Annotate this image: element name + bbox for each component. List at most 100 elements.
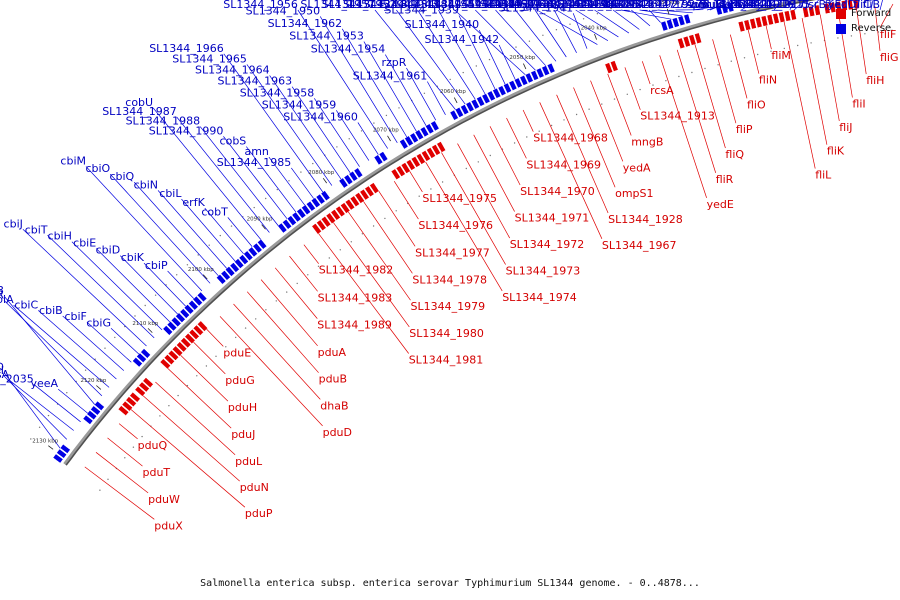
gene-feature (192, 324, 204, 336)
gene-label: SL1344_1933 (546, 0, 621, 11)
gene-label: fliN (759, 74, 777, 87)
guide-dot (253, 206, 255, 209)
gene-label: SL1344_1922 (715, 0, 790, 11)
leader-line (712, 39, 737, 124)
gene-label: SL1344_1966 (149, 42, 224, 55)
guide-dot (582, 18, 585, 20)
gene-label: SL1344_1929 (520, 0, 595, 11)
gene-label: SL1344_1969 (526, 158, 601, 171)
gene-feature (320, 190, 331, 202)
gene-feature (310, 197, 321, 209)
gene-feature (52, 453, 64, 464)
guide-dot (691, 71, 693, 74)
leader-line (657, 9, 693, 14)
gene-label: pduB (319, 373, 347, 386)
leader-line (176, 116, 270, 233)
gene-label: cbiT (25, 223, 48, 236)
gene-feature (399, 138, 409, 150)
gene-feature (171, 345, 184, 357)
guide-dot (384, 217, 386, 220)
gene-label: SL1344_1953 (289, 30, 364, 43)
guide-dot (84, 369, 87, 371)
gene-label: SL1344_1927B (628, 0, 710, 11)
leader-line (741, 0, 759, 11)
leader-line (291, 167, 314, 199)
leader-line (314, 98, 360, 167)
gene-label: pduT (143, 466, 171, 479)
leader-line (783, 21, 816, 169)
leader-line (641, 61, 651, 85)
gene-label: SL1344_1941 (499, 1, 574, 14)
gene-label: SL1344_1943 (364, 0, 439, 11)
gene-label: SL1344_1946 (421, 0, 496, 11)
guide-dot (47, 414, 50, 417)
gene-feature (348, 170, 359, 182)
gene-feature (316, 219, 327, 232)
leader-line (607, 73, 632, 136)
gene-feature (720, 3, 729, 14)
gene-label: cbiO (85, 162, 110, 175)
guide-dot (177, 394, 179, 397)
gene-label: SL1344_1965 (172, 52, 247, 65)
gene-label: yedE (707, 198, 734, 211)
gene-feature (449, 109, 459, 121)
gene-label: SL1344_1980 (409, 327, 484, 340)
leader-line (801, 18, 828, 145)
gene-feature (378, 151, 389, 163)
gene-label: SL1344_1938 (482, 0, 557, 11)
guide-dot (312, 162, 314, 165)
guide-dot (336, 146, 338, 148)
gene-feature (277, 222, 288, 234)
gene-feature (296, 207, 307, 219)
leader-line (534, 9, 567, 58)
gene-label: cbiK (121, 251, 145, 264)
gene-label: SL1344_1958 (240, 86, 315, 99)
gene-label: SL1344_1934 (501, 0, 576, 11)
gene-feature (410, 156, 421, 168)
gene-label: fliG (880, 51, 899, 64)
gene-feature (343, 174, 354, 186)
guide-dot (526, 136, 528, 138)
gene-label: fliC (853, 0, 871, 11)
gene-label: rcsA (650, 84, 674, 97)
tick-label: 2080 kbp (308, 170, 334, 176)
leader-line (143, 262, 186, 307)
leader-line (193, 341, 226, 375)
gene-feature (117, 405, 130, 416)
guide-dot (569, 23, 571, 25)
leader-line (515, 9, 557, 62)
guide-dot (288, 180, 290, 182)
guide-dot (864, 33, 866, 35)
leader-line (874, 6, 881, 51)
backbone-line (65, 0, 817, 466)
leader-line (118, 423, 138, 440)
leader-line (478, 29, 506, 85)
gene-feature (335, 205, 346, 218)
gene-feature (737, 20, 746, 33)
gene-feature (192, 295, 203, 307)
gene-feature (497, 85, 507, 97)
tick-mark (202, 274, 208, 280)
gene-feature (519, 74, 529, 86)
gene-feature (715, 4, 723, 16)
leader-line (676, 49, 717, 174)
gene-feature (257, 238, 268, 250)
gene-label: cbiL (159, 187, 182, 200)
leader-line (384, 54, 427, 126)
gene-label: SL1344_1930 (538, 0, 613, 11)
gene-label: SL1344_2035 (0, 372, 34, 385)
gene-label: SL1344_1964 (195, 63, 270, 76)
leader-line (199, 126, 279, 226)
guide-dot (613, 98, 616, 100)
leader-line (648, 9, 661, 23)
gene-label: yeeA (31, 377, 59, 390)
guide-dot (66, 392, 68, 394)
gene-label: gyrI (0, 364, 4, 377)
gene-label: SL1344_1942 (424, 33, 499, 46)
gene-feature (94, 400, 105, 411)
gene-feature (184, 332, 196, 345)
leader-line (204, 207, 244, 255)
leader-line (498, 44, 516, 80)
gene-features (52, 0, 860, 464)
leader-line (333, 222, 410, 328)
